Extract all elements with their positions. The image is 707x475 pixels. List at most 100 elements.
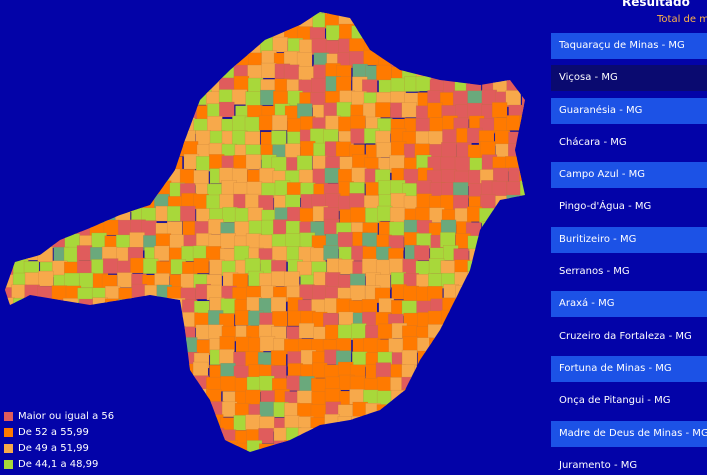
- municipality: [116, 103, 132, 119]
- municipality: [390, 402, 406, 418]
- municipality: [479, 323, 495, 339]
- result-item[interactable]: Guaranésia - MG: [551, 97, 707, 124]
- municipality: [27, 364, 44, 381]
- municipality: [362, 426, 378, 443]
- municipality: [26, 12, 42, 16]
- result-item[interactable]: Serranos - MG: [559, 266, 630, 278]
- municipality: [455, 454, 470, 469]
- municipality: [505, 375, 522, 391]
- municipality: [270, 296, 287, 313]
- municipality: [157, 76, 173, 92]
- municipality: [495, 50, 511, 66]
- municipality: [26, 78, 42, 95]
- municipality: [390, 193, 407, 209]
- municipality: [53, 39, 69, 55]
- municipality: [90, 50, 106, 67]
- municipality: [36, 155, 53, 171]
- municipality: [492, 220, 508, 237]
- municipality: [245, 91, 261, 107]
- municipality: [324, 414, 340, 430]
- municipality: [465, 388, 482, 405]
- municipality: [456, 39, 472, 56]
- municipality: [154, 402, 170, 419]
- legend-swatch: [4, 411, 13, 421]
- municipality: [209, 39, 225, 55]
- result-item[interactable]: Araxá - MG: [551, 291, 707, 318]
- result-item[interactable]: Fortuna de Minas - MG: [551, 355, 707, 382]
- municipality: [469, 427, 485, 443]
- municipality: [245, 154, 262, 170]
- result-item[interactable]: Taquaraçu de Minas - MG: [551, 33, 707, 59]
- municipality: [482, 401, 498, 417]
- municipality: [520, 376, 525, 392]
- municipality: [128, 323, 144, 339]
- municipality: [481, 65, 498, 81]
- municipality: [168, 116, 185, 133]
- municipality: [102, 258, 119, 274]
- municipality: [115, 427, 132, 444]
- result-item[interactable]: Buritizeiro - MG: [551, 226, 707, 253]
- municipality: [506, 181, 523, 197]
- municipality: [376, 376, 393, 393]
- result-item[interactable]: Madre de Deus de Minas - MG: [551, 420, 707, 447]
- municipality: [416, 389, 433, 405]
- municipality: [183, 440, 199, 452]
- municipality: [286, 12, 302, 14]
- municipality: [155, 454, 170, 469]
- legend-item: De 49 a 51,99: [4, 440, 114, 456]
- municipality: [427, 324, 444, 340]
- municipality: [5, 312, 15, 329]
- municipality: [116, 37, 132, 53]
- municipality: [389, 221, 405, 238]
- result-item[interactable]: Juramento - MG: [559, 459, 638, 471]
- municipality: [378, 440, 394, 452]
- municipality: [481, 299, 497, 315]
- municipality: [324, 388, 341, 404]
- result-item[interactable]: Campo Azul - MG: [551, 162, 707, 189]
- result-item[interactable]: Cruzeiro da Fortaleza - MG: [559, 330, 692, 342]
- municipality: [142, 402, 159, 418]
- municipality: [144, 349, 160, 366]
- municipality: [363, 337, 379, 354]
- municipality: [128, 62, 144, 79]
- municipality: [10, 222, 27, 238]
- municipality: [195, 12, 211, 15]
- municipality: [310, 417, 326, 433]
- municipality: [156, 144, 173, 160]
- municipality: [181, 401, 197, 417]
- municipality: [24, 102, 41, 119]
- municipality: [27, 219, 44, 236]
- municipality: [118, 142, 134, 159]
- result-item[interactable]: Viçosa - MG: [551, 65, 707, 92]
- municipality: [375, 362, 392, 378]
- municipality: [52, 66, 68, 82]
- municipality: [182, 455, 197, 470]
- municipality: [181, 377, 197, 394]
- municipality: [493, 286, 509, 303]
- municipality: [493, 351, 509, 367]
- municipality: [166, 205, 183, 222]
- municipality: [92, 142, 108, 159]
- municipality: [65, 12, 82, 28]
- result-item[interactable]: Pingo-d'Água - MG: [559, 201, 652, 213]
- municipality: [337, 324, 354, 341]
- municipality: [91, 195, 108, 211]
- municipality: [284, 440, 300, 452]
- municipality: [141, 454, 156, 469]
- municipality: [25, 337, 42, 353]
- municipality: [505, 64, 521, 81]
- municipality: [220, 362, 236, 379]
- municipality: [454, 156, 471, 173]
- municipality: [38, 300, 54, 316]
- municipality: [455, 427, 472, 443]
- municipality: [270, 12, 287, 27]
- result-item[interactable]: Onça de Pitangui - MG: [559, 395, 671, 407]
- municipality: [91, 168, 108, 184]
- municipality: [417, 376, 433, 392]
- municipality: [192, 62, 209, 79]
- municipality: [168, 62, 184, 79]
- municipality: [180, 388, 197, 405]
- municipality: [325, 115, 341, 131]
- municipality: [5, 143, 16, 160]
- result-item[interactable]: Chácara - MG: [559, 136, 627, 148]
